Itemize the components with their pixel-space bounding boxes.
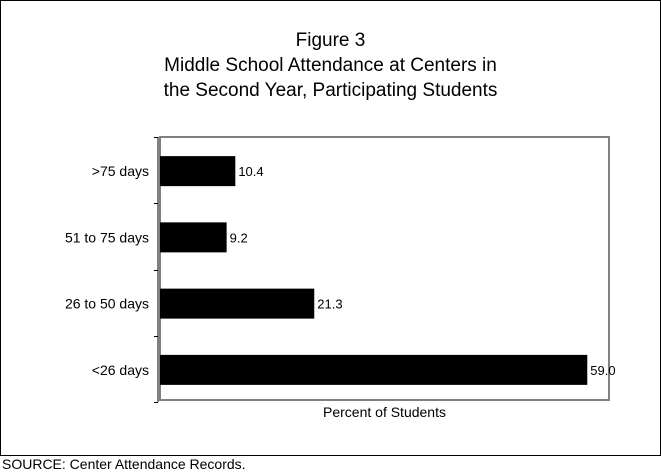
category-label-0: >75 days (92, 163, 149, 179)
category-label-2: 26 to 50 days (65, 296, 149, 312)
category-label-3: <26 days (92, 362, 149, 378)
data-label-1: 9.2 (230, 230, 248, 245)
bar-1 (160, 222, 227, 253)
chart-subtitle-line-1: Middle School Attendance at Centers in (164, 55, 497, 76)
data-label-3: 59.0 (590, 363, 615, 378)
data-label-0: 10.4 (238, 164, 263, 179)
bar-2 (160, 288, 315, 319)
bar-3 (160, 354, 588, 385)
source-note: SOURCE: Center Attendance Records. (2, 456, 246, 472)
chart-title: Figure 3 (295, 30, 366, 51)
category-label-1: 51 to 75 days (65, 229, 149, 245)
data-label-2: 21.3 (317, 297, 342, 312)
chart-title-block: Figure 3 Middle School Attendance at Cen… (0, 28, 661, 103)
bar-0 (160, 156, 236, 187)
x-axis-title: Percent of Students (323, 404, 446, 420)
plot-area-border (159, 136, 610, 401)
chart-subtitle-line-2: the Second Year, Participating Students (163, 80, 498, 101)
